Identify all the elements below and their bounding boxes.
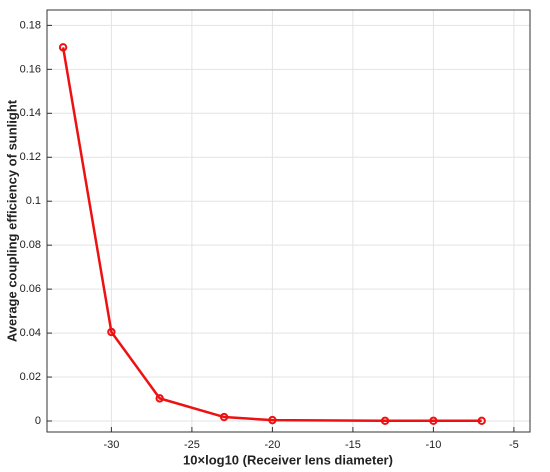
- y-tick-label: 0.08: [20, 239, 41, 251]
- data-marker: [429, 416, 438, 425]
- y-tick-label: 0.14: [20, 107, 41, 119]
- y-tick-label: 0.02: [20, 371, 41, 383]
- axes-box: [46, 9, 531, 433]
- data-line: [61, 47, 482, 423]
- y-tick-label: 0.12: [20, 151, 41, 163]
- x-tick-label: -10: [425, 439, 441, 451]
- plot-area: [47, 10, 530, 432]
- x-tick-label: -25: [184, 439, 200, 451]
- y-axis-title: Average coupling efficiency of sunlight: [4, 99, 19, 342]
- data-marker: [219, 412, 229, 422]
- x-axis-title: 10×log10 (Receiver lens diameter): [183, 452, 393, 467]
- x-tick-label: -20: [264, 439, 280, 451]
- data-marker: [155, 394, 164, 403]
- y-tick-label: 0.1: [26, 195, 41, 207]
- y-tick-label: 0.06: [20, 283, 41, 295]
- y-tick-label: 0.04: [20, 327, 41, 339]
- data-marker: [268, 415, 277, 425]
- data-marker: [380, 416, 390, 425]
- y-tick-label: 0.18: [20, 19, 41, 31]
- x-tick-label: -5: [509, 439, 519, 451]
- x-tick-label: -15: [345, 439, 361, 451]
- y-tick-label: 0.16: [20, 63, 41, 75]
- data-marker: [477, 416, 486, 425]
- data-marker: [58, 43, 68, 52]
- x-tick-label: -30: [103, 439, 119, 451]
- data-marker: [107, 327, 116, 337]
- y-tick-label: 0: [35, 415, 41, 427]
